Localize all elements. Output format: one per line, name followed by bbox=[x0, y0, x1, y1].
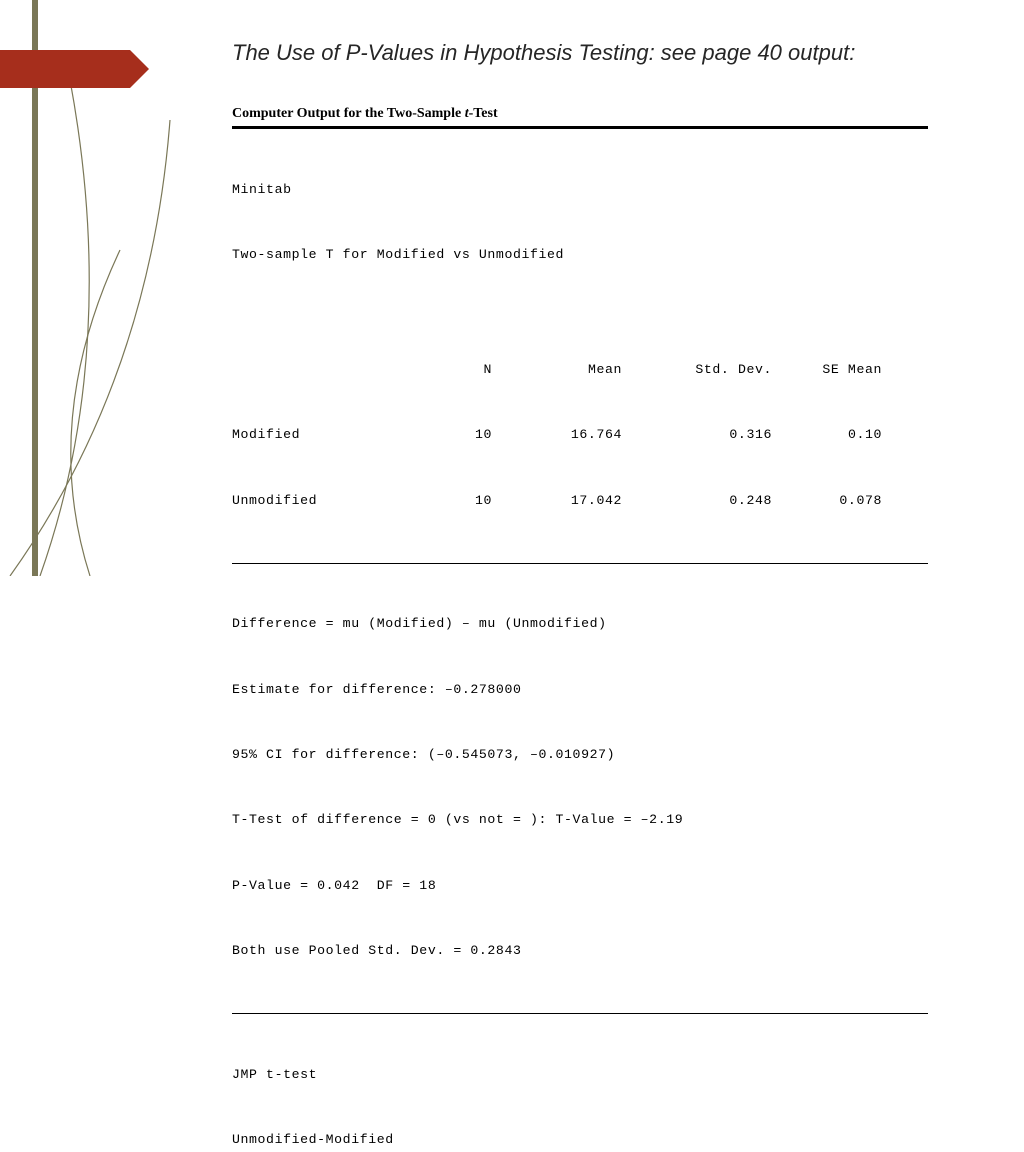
table-row: Modified 10 16.764 0.316 0.10 bbox=[232, 424, 928, 446]
row-sd: 0.248 bbox=[622, 490, 772, 512]
row-n: 10 bbox=[402, 424, 492, 446]
jmp-line1: Unmodified-Modified bbox=[232, 1129, 928, 1151]
row-name: Modified bbox=[232, 424, 402, 446]
diff-estimate: Estimate for difference: –0.278000 bbox=[232, 679, 928, 701]
computer-output-panel: Computer Output for the Two-Sample t-Tes… bbox=[232, 106, 928, 1152]
diff-ci: 95% CI for difference: (–0.545073, –0.01… bbox=[232, 744, 928, 766]
diff-pooled: Both use Pooled Std. Dev. = 0.2843 bbox=[232, 940, 928, 962]
col-mean: Mean bbox=[492, 359, 622, 381]
jmp-label: JMP t-test bbox=[232, 1064, 928, 1086]
row-mean: 17.042 bbox=[492, 490, 622, 512]
slide-title: The Use of P-Values in Hypothesis Testin… bbox=[232, 38, 872, 68]
diff-pvalue: P-Value = 0.042 DF = 18 bbox=[232, 875, 928, 897]
row-se: 0.10 bbox=[772, 424, 882, 446]
minitab-section: Minitab Two-sample T for Modified vs Unm… bbox=[232, 129, 928, 564]
row-mean: 16.764 bbox=[492, 424, 622, 446]
diff-header: Difference = mu (Modified) – mu (Unmodif… bbox=[232, 613, 928, 635]
row-name: Unmodified bbox=[232, 490, 402, 512]
col-sd: Std. Dev. bbox=[622, 359, 772, 381]
row-se: 0.078 bbox=[772, 490, 882, 512]
row-sd: 0.316 bbox=[622, 424, 772, 446]
minitab-label: Minitab bbox=[232, 179, 928, 201]
row-n: 10 bbox=[402, 490, 492, 512]
title-arrow-shape bbox=[0, 50, 130, 88]
minitab-line1: Two-sample T for Modified vs Unmodified bbox=[232, 244, 928, 266]
col-n: N bbox=[402, 359, 492, 381]
output-header: Computer Output for the Two-Sample t-Tes… bbox=[232, 106, 928, 129]
minitab-difference-section: Difference = mu (Modified) – mu (Unmodif… bbox=[232, 564, 928, 1015]
col-se: SE Mean bbox=[772, 359, 882, 381]
diff-ttest: T-Test of difference = 0 (vs not = ): T-… bbox=[232, 809, 928, 831]
table-row: Unmodified 10 17.042 0.248 0.078 bbox=[232, 490, 928, 512]
jmp-header-section: JMP t-test Unmodified-Modified bbox=[232, 1014, 928, 1152]
minitab-table-header: N Mean Std. Dev. SE Mean bbox=[232, 359, 928, 381]
